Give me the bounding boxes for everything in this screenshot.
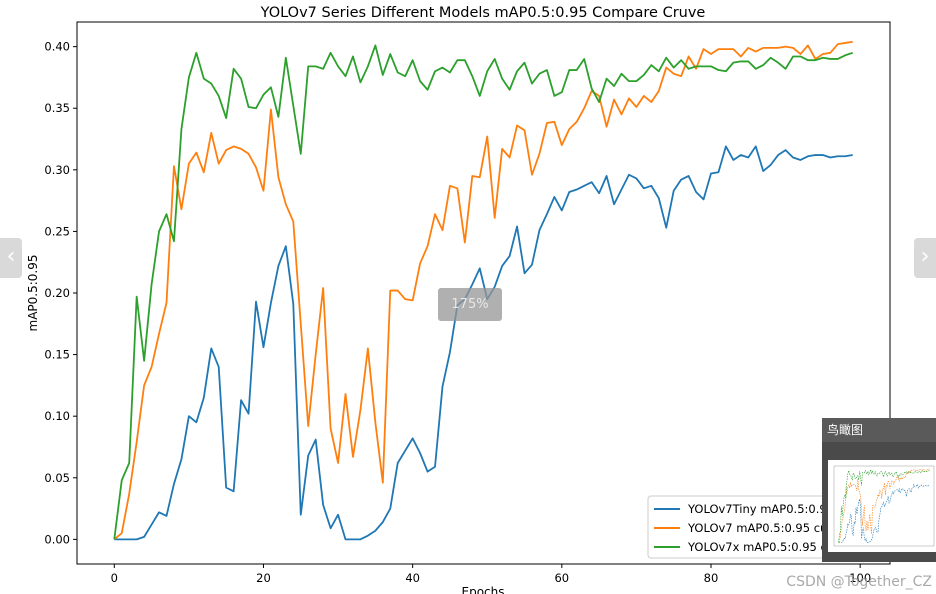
- y-tick-label: 0.40: [44, 40, 70, 54]
- x-tick-label: 100: [849, 571, 871, 585]
- x-tick-label: 40: [405, 571, 420, 585]
- series-line-2: [113, 44, 853, 540]
- minimap-frame: [833, 465, 935, 547]
- chevron-right-icon: ›: [920, 244, 930, 269]
- zoom-level-badge: 175%: [438, 288, 502, 321]
- next-image-button[interactable]: ›: [914, 238, 936, 278]
- y-tick-label: 0.15: [44, 348, 70, 362]
- series-line-0: [114, 145, 853, 541]
- y-tick-label: 0.00: [44, 532, 70, 546]
- previous-image-button[interactable]: ‹: [0, 238, 22, 278]
- x-axis-label: Epochs: [462, 585, 505, 594]
- minimap-title: 鸟瞰图: [822, 418, 936, 442]
- y-tick-label: 0.30: [44, 163, 70, 177]
- chart-title: YOLOv7 Series Different Models mAP0.5:0.…: [260, 5, 706, 21]
- y-axis-label: mAP0.5:0.95: [26, 255, 40, 332]
- minimap-thumbnail[interactable]: [828, 460, 936, 552]
- y-tick-label: 0.20: [44, 286, 70, 300]
- y-tick-label: 0.25: [44, 224, 70, 238]
- watermark: CSDN @Together_CZ: [786, 574, 932, 590]
- x-ticks: 0 20 40 60 80 100: [111, 564, 871, 585]
- legend-label-1: YOLOv7 mAP0.5:0.95 curve: [687, 521, 846, 535]
- y-tick-label: 0.05: [44, 471, 70, 485]
- minimap-thumbnail-chart: [833, 465, 935, 547]
- x-tick-label: 0: [111, 571, 118, 585]
- x-tick-label: 80: [704, 571, 719, 585]
- minimap-series-1: [838, 468, 930, 543]
- y-ticks: 0.00 0.05 0.10 0.15 0.20 0.25 0.30 0.35 0.40: [44, 40, 77, 546]
- y-tick-label: 0.10: [44, 409, 70, 423]
- legend-label-2: YOLOv7x mAP0.5:0.95 curve: [687, 540, 853, 554]
- y-tick-label: 0.35: [44, 101, 70, 115]
- minimap-panel[interactable]: 鸟瞰图: [822, 418, 936, 562]
- series-group: [113, 40, 853, 541]
- minimap-series-0: [838, 483, 930, 543]
- series-line-1: [113, 40, 853, 541]
- chevron-left-icon: ‹: [6, 244, 16, 269]
- x-tick-label: 60: [554, 571, 569, 585]
- x-tick-label: 20: [256, 571, 271, 585]
- minimap-series-2: [838, 469, 930, 543]
